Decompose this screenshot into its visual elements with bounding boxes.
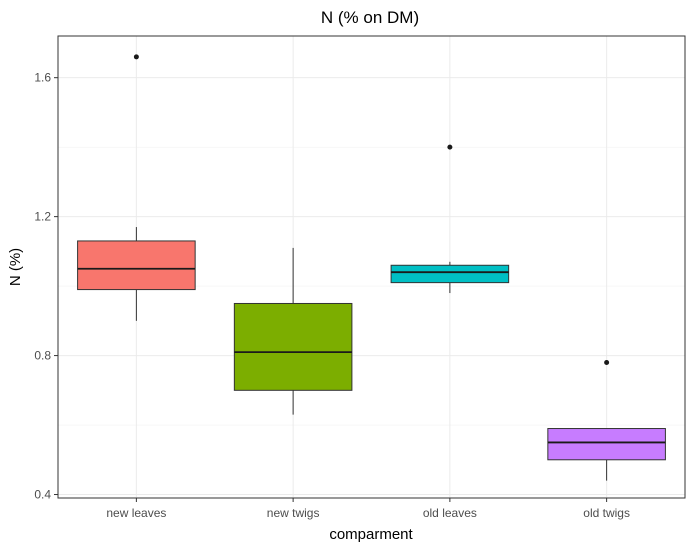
box-iqr [233,302,353,391]
chart-title: N (% on DM) [321,8,419,27]
y-tick-label: 1.6 [34,71,51,85]
x-tick-label: new leaves [106,506,166,520]
outlier-point [133,54,139,60]
y-tick-label: 0.4 [34,488,51,502]
boxes [77,54,666,481]
y-axis: 0.4 0.8 1.2 1.6 [34,71,58,502]
box-new-leaves [77,54,196,321]
x-axis: new leaves new twigs old leaves old twigs [106,498,630,520]
box-iqr [77,240,196,291]
panel-border [57,35,686,499]
x-axis-title: comparment [329,526,413,543]
x-tick-label: new twigs [267,506,320,520]
y-tick-label: 1.2 [34,210,51,224]
x-tick-label: old leaves [423,506,477,520]
y-tick-label: 0.8 [34,349,51,363]
box-new-twigs [233,247,353,415]
outlier-point [447,144,453,150]
box-iqr [390,264,510,284]
outlier-point [604,360,610,366]
x-tick-label: old twigs [583,506,630,520]
box-old-leaves [390,144,510,294]
box-old-twigs [547,360,666,481]
y-axis-title: N (%) [7,248,24,286]
box-iqr [547,428,666,461]
